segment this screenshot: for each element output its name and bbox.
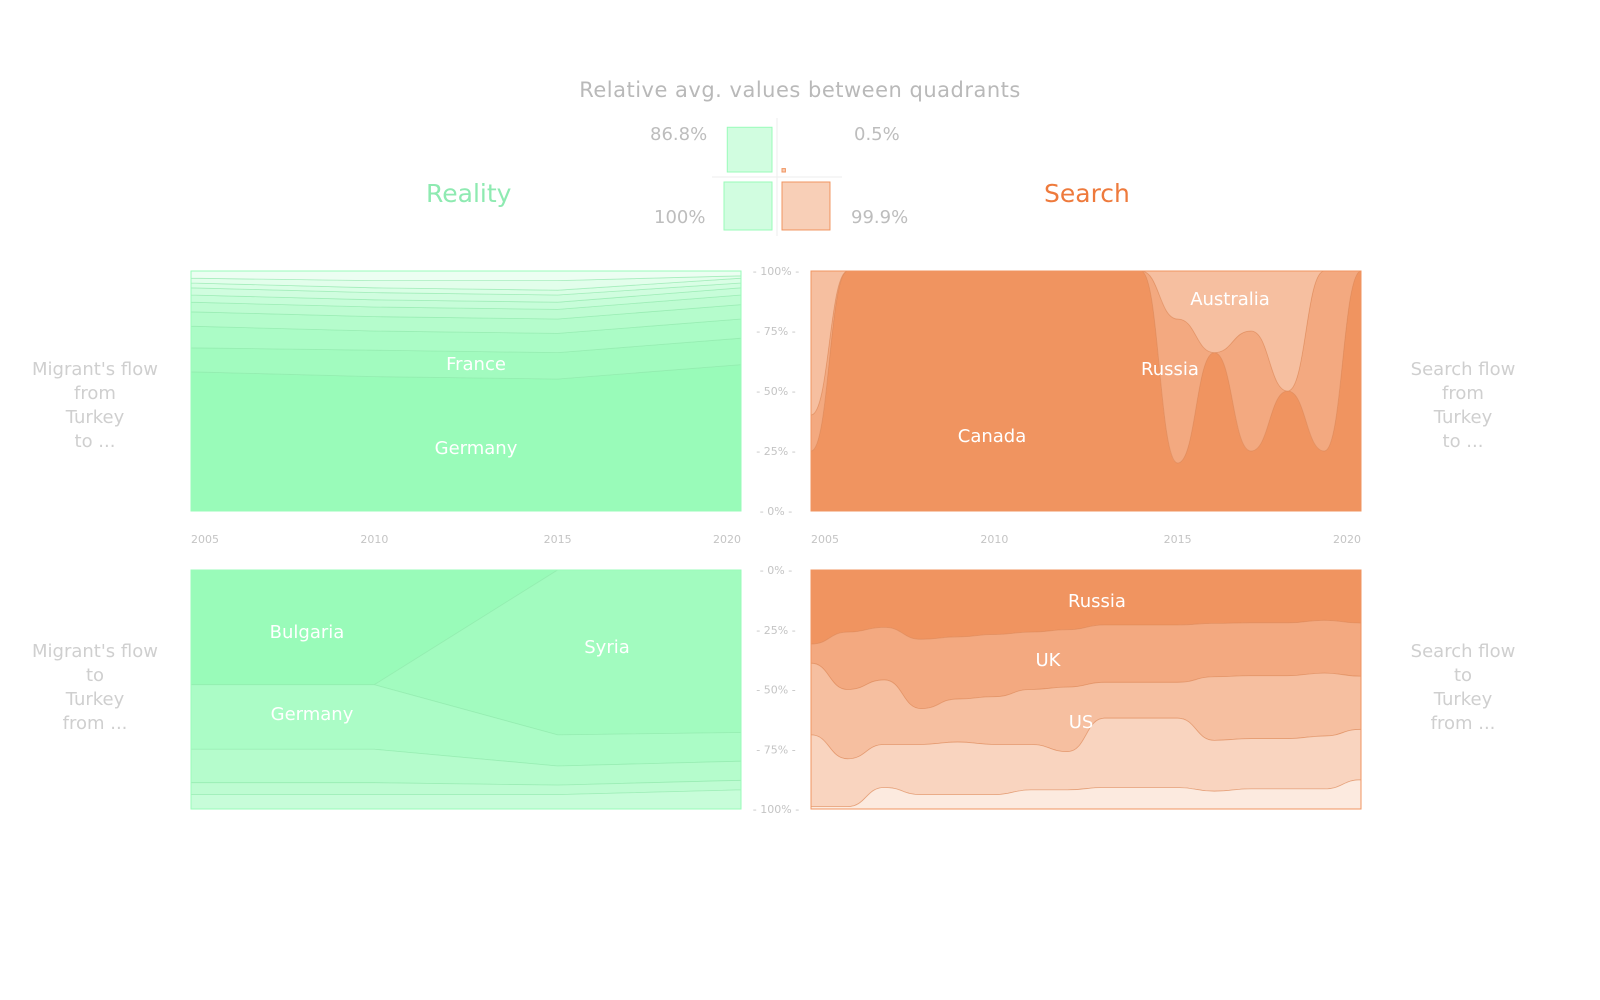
series-label-reality_to_turkey-bulgaria: Bulgaria <box>270 622 345 643</box>
reality-heading: Reality <box>426 179 512 208</box>
side-label-line: to ... <box>74 431 116 452</box>
quadrant-square-bottom-right <box>781 181 831 231</box>
quadrant-pct-bottom-left: 100% <box>654 207 706 228</box>
side-label-line: from <box>74 383 116 404</box>
series-label-search_to_turkey-us: US <box>1069 712 1094 733</box>
y-tick-top-1: - 75% - <box>756 325 795 338</box>
series-label-search_to_turkey-uk: UK <box>1036 650 1062 671</box>
quadrant-square-top-left <box>726 126 773 173</box>
y-tick-bottom-3: - 75% - <box>756 743 795 756</box>
side-label-line: to <box>1453 665 1473 686</box>
x-tick-search-2010: 2010 <box>980 533 1008 546</box>
series-label-reality_from_turkey-germany: Germany <box>435 438 518 459</box>
series-label-reality_to_turkey-germany: Germany <box>271 704 354 725</box>
x-tick-reality-2020: 2020 <box>713 533 741 546</box>
y-tick-bottom-4: - 100% - <box>753 803 799 816</box>
series-label-search_from_turkey-canada: Canada <box>958 426 1027 447</box>
x-tick-search-2015: 2015 <box>1164 533 1192 546</box>
panel-frame-reality_to_turkey <box>190 569 742 810</box>
series-label-search_to_turkey-russia: Russia <box>1068 591 1126 612</box>
chart-main-title: Relative avg. values between quadrants <box>579 78 1021 102</box>
quadrant-pct-top-right: 0.5% <box>854 124 900 145</box>
side-label-line: Turkey <box>1433 689 1493 710</box>
x-tick-reality-2015: 2015 <box>544 533 572 546</box>
side-label-line: Turkey <box>65 689 125 710</box>
side-label-line: Search flow <box>1410 359 1516 380</box>
quadrant-pct-top-left: 86.8% <box>650 124 708 145</box>
series-label-reality_from_turkey-france: France <box>446 354 506 375</box>
side-label-reality-from: Migrant's flow from Turkey to ... <box>10 358 180 454</box>
side-label-line: to <box>85 665 105 686</box>
y-tick-top-2: - 50% - <box>756 385 795 398</box>
y-tick-bottom-0: - 0% - <box>760 564 792 577</box>
series-label-search_from_turkey-russia: Russia <box>1141 359 1199 380</box>
side-label-line: Search flow <box>1410 641 1516 662</box>
y-tick-bottom-1: - 25% - <box>756 624 795 637</box>
panel-frame-search_from_turkey <box>810 270 1362 512</box>
side-label-line: to ... <box>1442 431 1484 452</box>
quadrant-square-top-right <box>781 168 786 173</box>
side-label-line: from ... <box>62 713 128 734</box>
x-tick-search-2005: 2005 <box>811 533 839 546</box>
side-label-line: Turkey <box>65 407 125 428</box>
y-tick-top-0: - 100% - <box>753 265 799 278</box>
side-label-line: from <box>1442 383 1484 404</box>
panel-frame-reality_from_turkey <box>190 270 742 512</box>
side-label-search-from: Search flow from Turkey to ... <box>1378 358 1548 454</box>
y-tick-top-4: - 0% - <box>760 505 792 518</box>
x-tick-reality-2005: 2005 <box>191 533 219 546</box>
series-label-reality_to_turkey-syria: Syria <box>584 637 630 658</box>
side-label-line: from ... <box>1430 713 1496 734</box>
side-label-search-to: Search flow to Turkey from ... <box>1378 640 1548 736</box>
panel-frame-search_to_turkey <box>810 569 1362 810</box>
y-tick-top-3: - 25% - <box>756 445 795 458</box>
series-label-search_from_turkey-australia: Australia <box>1190 289 1270 310</box>
search-heading: Search <box>1044 179 1130 208</box>
side-label-line: Migrant's flow <box>32 641 158 662</box>
side-label-line: Turkey <box>1433 407 1493 428</box>
x-tick-search-2020: 2020 <box>1333 533 1361 546</box>
y-tick-bottom-2: - 50% - <box>756 684 795 697</box>
x-tick-reality-2010: 2010 <box>360 533 388 546</box>
side-label-line: Migrant's flow <box>32 359 158 380</box>
quadrant-square-bottom-left <box>723 181 773 231</box>
quadrant-pct-bottom-right: 99.9% <box>851 207 909 228</box>
side-label-reality-to: Migrant's flow to Turkey from ... <box>10 640 180 736</box>
